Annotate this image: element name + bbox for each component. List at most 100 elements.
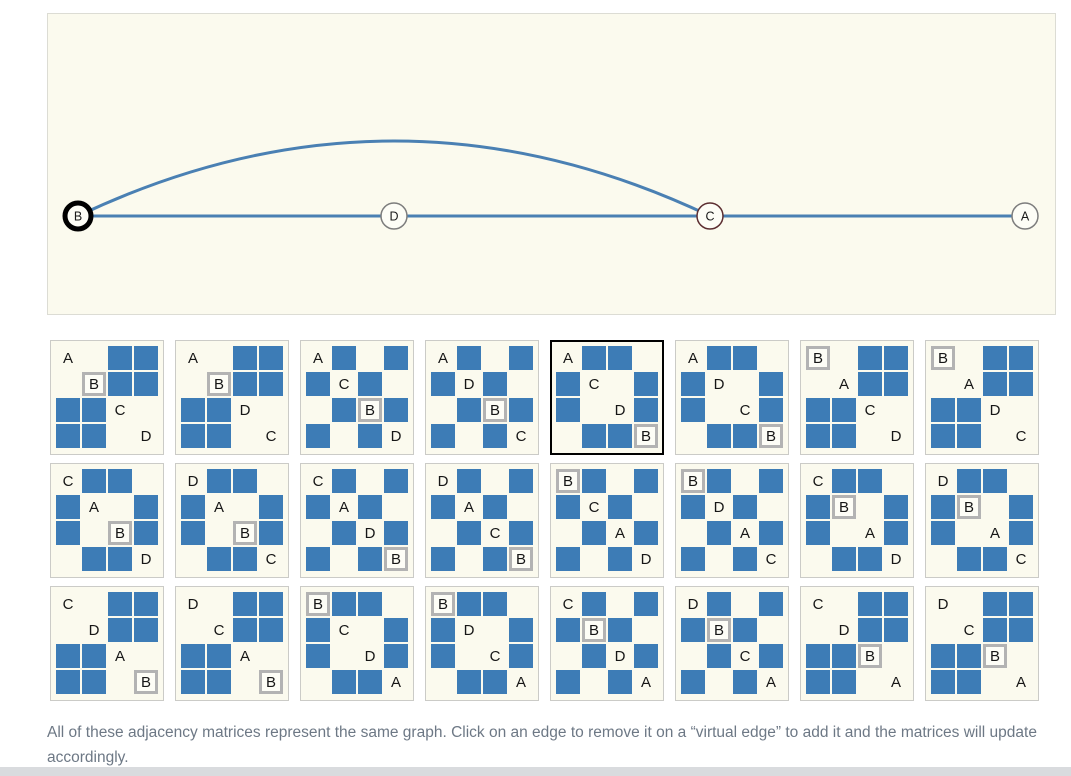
matrix-cell-edge-AD — [384, 346, 408, 370]
matrix-label-A: A — [687, 349, 698, 367]
matrix-cell-edge-CA — [858, 469, 882, 493]
matrix-cell-edge-CA — [332, 469, 356, 493]
matrix-label-A: A — [864, 524, 875, 542]
matrix-cell-empty — [931, 372, 955, 396]
matrix-cell-empty — [931, 547, 955, 571]
matrix-cell-edge-BC — [56, 670, 80, 694]
matrix-cell-empty — [82, 592, 106, 616]
matrix-cell-edge-BD — [181, 670, 205, 694]
matrix-cell-empty — [1009, 469, 1033, 493]
node-C[interactable]: C — [696, 202, 724, 230]
matrix-cell-edge-DA — [858, 547, 882, 571]
matrix-cell-edge-CA — [384, 618, 408, 642]
matrix-label-C: C — [864, 401, 876, 419]
matrix-cell-edge-CA — [431, 424, 455, 448]
node-B[interactable]: B — [62, 200, 94, 232]
matrix-label-D: D — [890, 550, 902, 568]
node-circle-A[interactable] — [1011, 202, 1039, 230]
matrix-cell-edge-BD — [707, 424, 731, 448]
matrix-cell-edge-BD — [707, 469, 731, 493]
matrix-cell-edge-AD — [931, 670, 955, 694]
matrix-cell-edge-DA — [681, 372, 705, 396]
matrix-cell-edge-AC — [806, 670, 830, 694]
matrix-cell-edge-AC — [483, 495, 507, 519]
matrix-cell-edge-BC — [332, 398, 356, 422]
node-D[interactable]: D — [380, 202, 408, 230]
horizontal-scrollbar[interactable] — [0, 767, 1071, 776]
matrix-cell-edge-DA — [431, 372, 455, 396]
matrix-cell-edge-DB — [207, 398, 231, 422]
matrix-cell-edge-AC — [957, 670, 981, 694]
matrix-cell-empty — [582, 398, 606, 422]
node-circle-C[interactable] — [696, 202, 724, 230]
matrix-label-B: B — [306, 592, 330, 616]
matrix-cell-edge-CA — [759, 644, 783, 668]
matrix-cell-edge-CA — [56, 398, 80, 422]
matrix-cell-empty — [983, 495, 1007, 519]
matrix-cell-empty — [957, 521, 981, 545]
matrix-cell-edge-CA — [957, 424, 981, 448]
matrix-cell-edge-CA — [884, 592, 908, 616]
matrix-cell-empty — [457, 547, 481, 571]
matrix-cell-empty — [384, 592, 408, 616]
matrix-label-C: C — [312, 472, 324, 490]
matrix-cell-edge-AC — [582, 521, 606, 545]
matrix-cell-edge-CB — [431, 644, 455, 668]
matrix-cell-edge-DB — [384, 521, 408, 545]
node-circle-B[interactable] — [62, 200, 94, 232]
matrix-cell-edge-AC — [582, 346, 606, 370]
matrix-cell-edge-DB — [832, 547, 856, 571]
matrix-cell-edge-DB — [483, 372, 507, 396]
matrix-cell-empty — [483, 618, 507, 642]
matrix-label-B: B — [259, 670, 283, 694]
node-circle-D[interactable] — [380, 202, 408, 230]
matrix-cell-empty — [509, 592, 533, 616]
matrix-cell-edge-BC — [1009, 346, 1033, 370]
matrix-cell-edge-DA — [384, 644, 408, 668]
matrix-label-B: B — [483, 398, 507, 422]
edge-arc-B-C[interactable] — [76, 139, 712, 218]
matrix-cell-edge-BC — [582, 424, 606, 448]
node-A[interactable]: A — [1011, 202, 1039, 230]
matrix-label-D: D — [239, 401, 251, 419]
matrix-cell-edge-DB — [681, 495, 705, 519]
matrix-label-D: D — [140, 550, 152, 568]
matrix-cell-empty — [681, 521, 705, 545]
matrix-cell-edge-CB — [931, 424, 955, 448]
matrix-label-D: D — [614, 401, 626, 419]
matrix-label-A: A — [838, 375, 849, 393]
matrix-cell-edge-DB — [931, 398, 955, 422]
matrix-cell-edge-DB — [82, 424, 106, 448]
matrix-cell-edge-DA — [233, 592, 257, 616]
matrix-cell-edge-DB — [306, 644, 330, 668]
matrix-cell-edge-DA — [983, 469, 1007, 493]
matrix-cell-empty — [681, 424, 705, 448]
matrix-cell-edge-CB — [108, 469, 132, 493]
matrix-label-D: D — [713, 375, 725, 393]
